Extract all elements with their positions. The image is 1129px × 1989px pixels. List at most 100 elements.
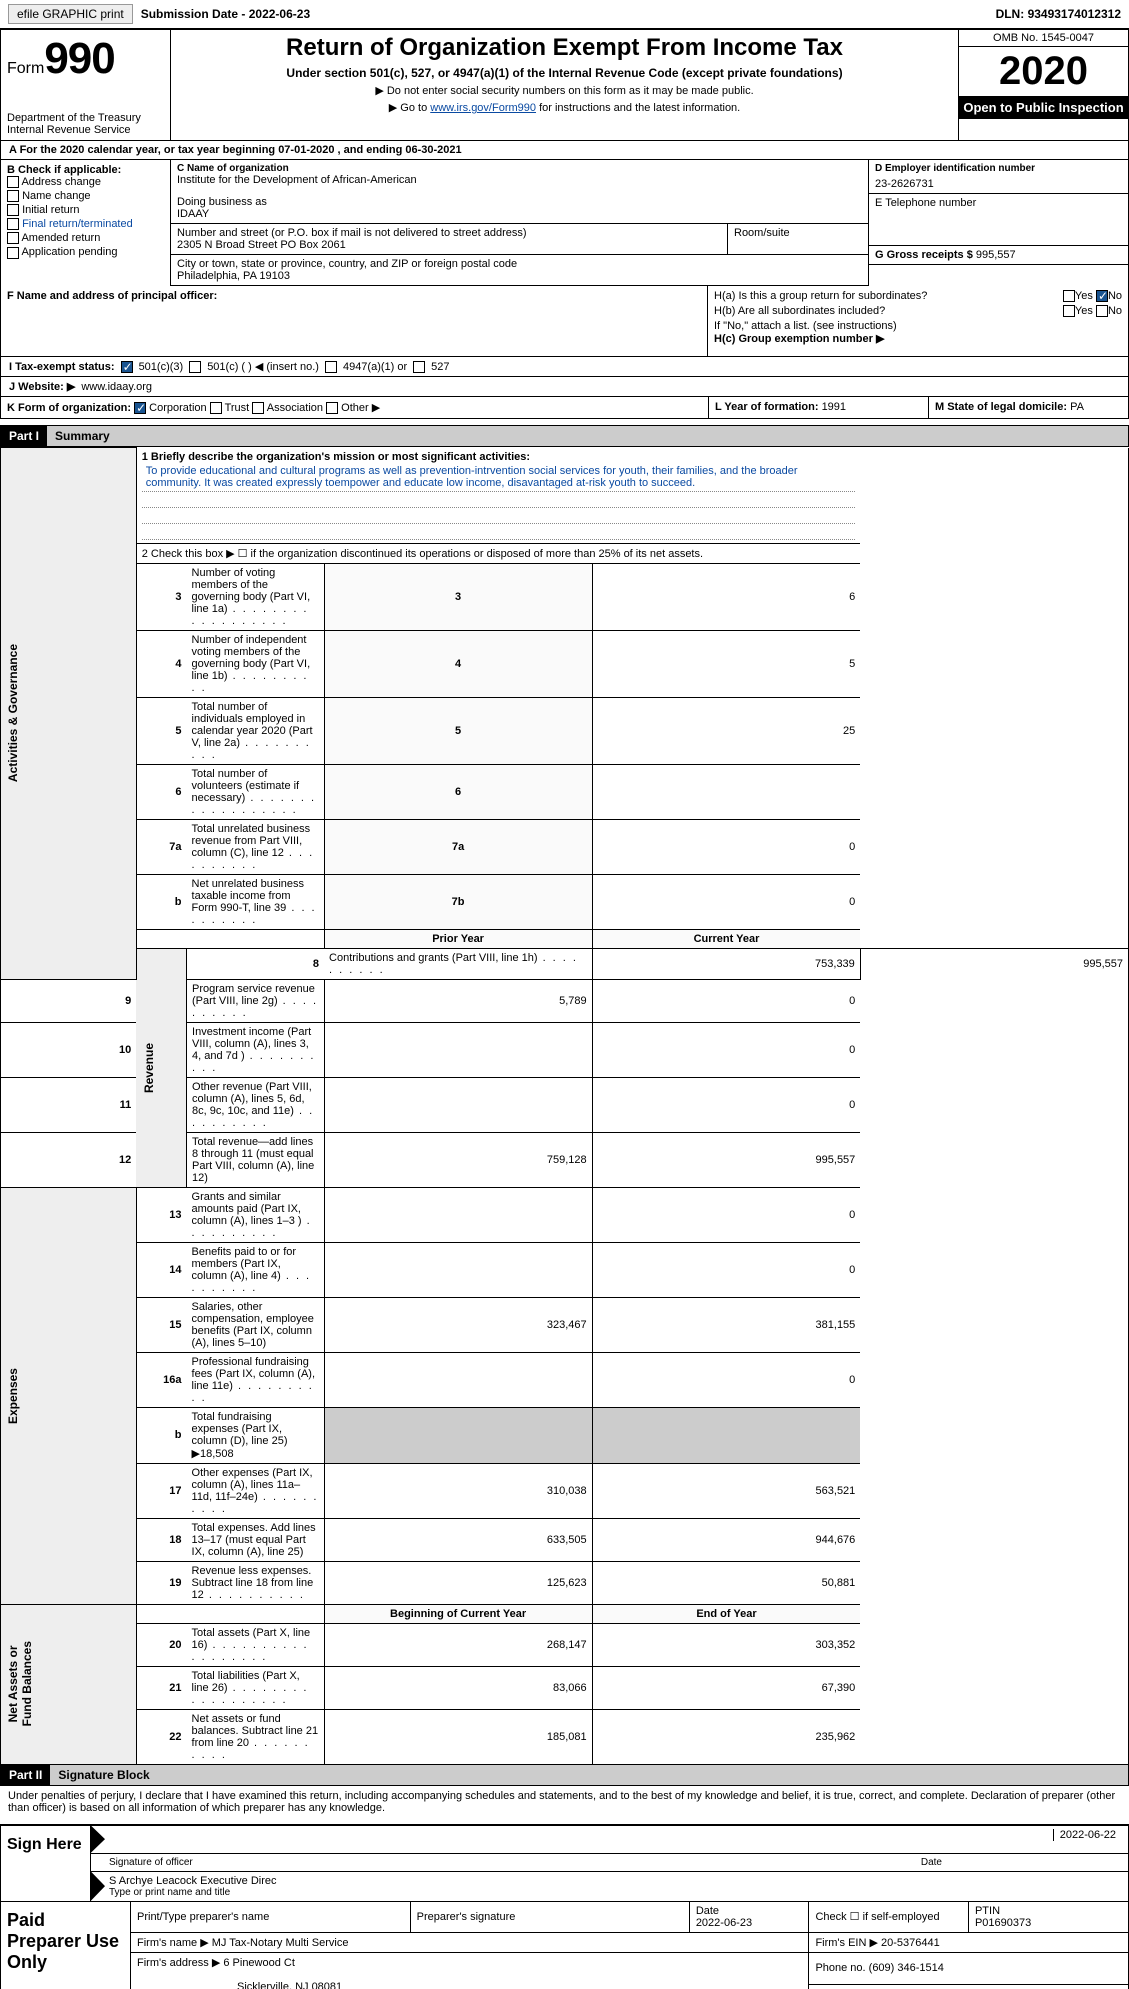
cb-initial-return[interactable]: Initial return (7, 204, 164, 216)
q1-label: 1 Briefly describe the organization's mi… (142, 451, 856, 463)
sign-here-label: Sign Here (1, 1826, 91, 1901)
row-f-h: F Name and address of principal officer:… (0, 286, 1129, 357)
cb-address-change[interactable]: Address change (7, 176, 164, 188)
prep-ptin: PTINP01690373 (968, 1902, 1128, 1933)
instructions-note: ▶ Go to www.irs.gov/Form990 for instruct… (177, 101, 952, 114)
row-k: K Form of organization: Corporation Trus… (0, 397, 1129, 419)
ha-yes[interactable] (1063, 290, 1075, 302)
date-label: Date (921, 1857, 942, 1868)
exp-row: 16aProfessional fundraising fees (Part I… (1, 1352, 1129, 1407)
ha-no[interactable] (1096, 290, 1108, 302)
ssn-note: ▶ Do not enter social security numbers o… (177, 84, 952, 97)
col-c-org-info: C Name of organization Institute for the… (171, 160, 868, 286)
paid-preparer-block: Paid Preparer Use Only Print/Type prepar… (0, 1902, 1129, 1989)
summary-row: 3Number of voting members of the governi… (1, 563, 1129, 630)
form-title: Return of Organization Exempt From Incom… (177, 34, 952, 62)
sig-officer-label: Signature of officer (109, 1857, 193, 1868)
exp-row: 19Revenue less expenses. Subtract line 1… (1, 1561, 1129, 1604)
prep-sig-hdr: Preparer's signature (410, 1902, 689, 1933)
vlabel-expenses: Expenses (6, 1368, 20, 1424)
submission-date-label: Submission Date - 2022-06-23 (141, 7, 310, 21)
state-domicile: M State of legal domicile: PA (928, 397, 1128, 418)
cb-501c[interactable] (189, 361, 201, 373)
summary-row: 5Total number of individuals employed in… (1, 697, 1129, 764)
prior-year-hdr: Prior Year (324, 929, 592, 948)
exp-row: 17Other expenses (Part IX, column (A), l… (1, 1463, 1129, 1518)
cb-trust[interactable] (210, 402, 222, 414)
exp-row: 18Total expenses. Add lines 13–17 (must … (1, 1518, 1129, 1561)
officer-name: S Archye Leacock Executive Direc (109, 1875, 1122, 1887)
dln-label: DLN: 93493174012312 (996, 7, 1121, 21)
form-subtitle: Under section 501(c), 527, or 4947(a)(1)… (177, 66, 952, 80)
arrow-icon (91, 1872, 105, 1901)
na-row: 20Total assets (Part X, line 16)268,1473… (1, 1623, 1129, 1666)
top-bar: efile GRAPHIC print Submission Date - 20… (0, 0, 1129, 29)
begin-year-hdr: Beginning of Current Year (324, 1604, 592, 1623)
vlabel-netassets: Net Assets or Fund Balances (6, 1641, 34, 1726)
gross-receipts-cell: G Gross receipts $ 995,557 (869, 246, 1128, 265)
cb-name-change[interactable]: Name change (7, 190, 164, 202)
vlabel-revenue: Revenue (142, 1043, 156, 1093)
prep-name-hdr: Print/Type preparer's name (131, 1902, 410, 1933)
col-b-title: B Check if applicable: (7, 164, 164, 176)
ha-label: H(a) Is this a group return for subordin… (714, 290, 927, 302)
end-year-hdr: End of Year (592, 1604, 860, 1623)
cb-501c3[interactable] (121, 361, 133, 373)
exp-row: 14Benefits paid to or for members (Part … (1, 1242, 1129, 1297)
hb-yes[interactable] (1063, 305, 1075, 317)
arrow-icon (91, 1826, 105, 1853)
firm-address: Firm's address ▶ 6 Pinewood Ct Sicklervi… (131, 1952, 809, 1989)
hc-label: H(c) Group exemption number ▶ (714, 332, 1122, 345)
principal-officer: F Name and address of principal officer: (1, 286, 708, 356)
form-header: Form990 Department of the Treasury Inter… (0, 29, 1129, 141)
current-year-hdr: Current Year (592, 929, 860, 948)
cb-amended[interactable]: Amended return (7, 232, 164, 244)
ein-cell: D Employer identification number 23-2626… (869, 160, 1128, 194)
cb-assoc[interactable] (252, 402, 264, 414)
col-b-checkboxes: B Check if applicable: Address change Na… (1, 160, 171, 286)
cb-other[interactable] (326, 402, 338, 414)
h-note: If "No," attach a list. (see instruction… (714, 320, 1122, 332)
q2-checkbox-row: 2 Check this box ▶ ☐ if the organization… (136, 543, 860, 563)
name-title-label: Type or print name and title (109, 1887, 1122, 1898)
org-name-cell: C Name of organization Institute for the… (171, 160, 868, 224)
col-d-ein: D Employer identification number 23-2626… (868, 160, 1128, 286)
efile-print-button[interactable]: efile GRAPHIC print (8, 4, 133, 24)
hb-label: H(b) Are all subordinates included? (714, 305, 885, 317)
signature-block: Sign Here 2022-06-22 Signature of office… (0, 1824, 1129, 1902)
cb-527[interactable] (413, 361, 425, 373)
open-to-public: Open to Public Inspection (959, 96, 1128, 119)
tax-year: 2020 (959, 47, 1128, 96)
vlabel-governance: Activities & Governance (6, 644, 20, 782)
dept-treasury: Department of the Treasury Internal Reve… (7, 112, 164, 136)
room-suite-cell: Room/suite (728, 224, 868, 255)
summary-row: 4Number of independent voting members of… (1, 630, 1129, 697)
part1-header: Part I Summary (0, 425, 1129, 447)
na-row: 21Total liabilities (Part X, line 26)83,… (1, 1666, 1129, 1709)
sign-date: 2022-06-22 (1054, 1829, 1122, 1841)
group-return-section: H(a) Is this a group return for subordin… (708, 286, 1128, 356)
hb-no[interactable] (1096, 305, 1108, 317)
cb-corp[interactable] (134, 402, 146, 414)
city-cell: City or town, state or province, country… (171, 255, 868, 286)
mission-text: To provide educational and cultural prog… (142, 463, 856, 492)
row-a-tax-year: A For the 2020 calendar year, or tax yea… (0, 141, 1129, 160)
na-row: 22Net assets or fund balances. Subtract … (1, 1709, 1129, 1764)
summary-row: 7aTotal unrelated business revenue from … (1, 819, 1129, 874)
summary-table: Activities & Governance 1 Briefly descri… (0, 447, 1129, 1765)
omb-number: OMB No. 1545-0047 (959, 30, 1128, 47)
cb-app-pending[interactable]: Application pending (7, 246, 164, 258)
year-formation: L Year of formation: 1991 (708, 397, 928, 418)
phone-cell: E Telephone number (869, 194, 1128, 246)
summary-row: bNet unrelated business taxable income f… (1, 874, 1129, 929)
form-number: Form990 (7, 34, 164, 84)
perjury-declaration: Under penalties of perjury, I declare th… (0, 1786, 1129, 1818)
row-j-website: J Website: ▶ www.idaay.org (0, 377, 1129, 397)
prep-self-emp[interactable]: Check ☐ if self-employed (809, 1902, 969, 1933)
info-grid: B Check if applicable: Address change Na… (0, 160, 1129, 286)
row-i-tax-exempt: I Tax-exempt status: 501(c)(3) 501(c) ( … (0, 357, 1129, 377)
irs-link[interactable]: www.irs.gov/Form990 (430, 102, 536, 114)
firm-phone: Phone no. (609) 346-1514 (809, 1952, 1128, 1984)
cb-final-return[interactable]: Final return/terminated (7, 218, 164, 230)
cb-4947[interactable] (325, 361, 337, 373)
